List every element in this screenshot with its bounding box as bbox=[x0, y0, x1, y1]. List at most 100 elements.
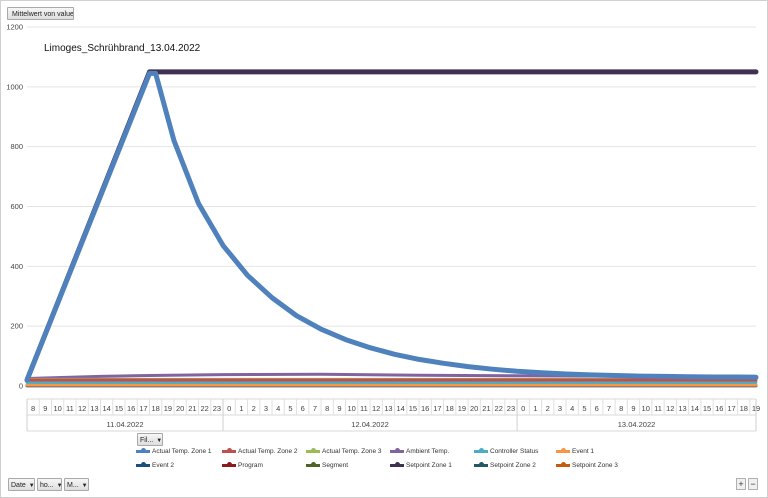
legend-swatch-icon bbox=[556, 448, 570, 454]
x-hour-label: 22 bbox=[495, 404, 503, 413]
legend-swatch-icon bbox=[222, 448, 236, 454]
x-hour-label: 20 bbox=[470, 404, 478, 413]
legend-item: Ambient Temp. bbox=[390, 448, 449, 455]
series-line-actual-temp-zone-1 bbox=[24, 70, 759, 383]
x-hour-label: 4 bbox=[570, 404, 574, 413]
series-line-setpoint-zone-1 bbox=[24, 69, 759, 383]
x-hour-label: 21 bbox=[482, 404, 490, 413]
x-hour-label: 11 bbox=[654, 404, 662, 413]
x-hour-label: 0 bbox=[227, 404, 231, 413]
filter-button[interactable]: Fil... bbox=[137, 433, 163, 446]
x-hour-label: 20 bbox=[176, 404, 184, 413]
legend-item: Controller Status bbox=[474, 448, 538, 455]
x-hour-label: 23 bbox=[507, 404, 515, 413]
y-tick-label: 1000 bbox=[6, 82, 23, 91]
zoom-in-button[interactable]: + bbox=[736, 478, 746, 490]
x-hour-label: 16 bbox=[715, 404, 723, 413]
legend-item: Segment bbox=[306, 462, 348, 469]
x-hour-label: 13 bbox=[384, 404, 392, 413]
x-hour-label: 23 bbox=[213, 404, 221, 413]
x-hour-label: 10 bbox=[53, 404, 61, 413]
legend-swatch-icon bbox=[136, 448, 150, 454]
filter-label: Fil... bbox=[140, 437, 154, 444]
date-field-button[interactable]: Date bbox=[8, 478, 35, 491]
x-hour-label: 12 bbox=[372, 404, 380, 413]
x-hour-label: 6 bbox=[595, 404, 599, 413]
legend-item: Program bbox=[222, 462, 263, 469]
y-tick-label: 800 bbox=[10, 142, 23, 151]
x-hour-label: 7 bbox=[607, 404, 611, 413]
x-hour-label: 18 bbox=[151, 404, 159, 413]
x-hour-label: 18 bbox=[740, 404, 748, 413]
series-lines bbox=[24, 69, 759, 388]
x-date-label: 13.04.2022 bbox=[618, 420, 656, 429]
legend-label: Program bbox=[238, 462, 263, 469]
hour-field-button[interactable]: ho... bbox=[37, 478, 62, 491]
x-date-label: 12.04.2022 bbox=[351, 420, 389, 429]
x-hour-label: 7 bbox=[313, 404, 317, 413]
legend-item: Event 1 bbox=[556, 448, 594, 455]
x-hour-label: 14 bbox=[691, 404, 699, 413]
x-hour-label: 15 bbox=[115, 404, 123, 413]
hour-label: ho... bbox=[40, 482, 54, 489]
legend-label: Ambient Temp. bbox=[406, 448, 450, 455]
x-hour-label: 2 bbox=[252, 404, 256, 413]
legend-item: Event 2 bbox=[136, 462, 174, 469]
legend-swatch-icon bbox=[474, 448, 488, 454]
x-hour-label: 14 bbox=[102, 404, 110, 413]
x-hour-label: 13 bbox=[678, 404, 686, 413]
x-hour-label: 8 bbox=[31, 404, 35, 413]
x-hour-label: 5 bbox=[582, 404, 586, 413]
legend-swatch-icon bbox=[390, 448, 404, 454]
legend-swatch-icon bbox=[306, 448, 320, 454]
x-hour-label: 8 bbox=[619, 404, 623, 413]
x-hour-label: 15 bbox=[409, 404, 417, 413]
y-tick-label: 600 bbox=[10, 202, 23, 211]
x-hour-label: 1 bbox=[239, 404, 243, 413]
legend-item: Setpoint Zone 3 bbox=[556, 462, 618, 469]
x-hour-label: 15 bbox=[703, 404, 711, 413]
x-hour-label: 9 bbox=[43, 404, 47, 413]
zoom-out-button[interactable]: − bbox=[748, 478, 758, 490]
legend-label: Actual Temp. Zone 3 bbox=[322, 448, 382, 455]
x-hour-label: 11 bbox=[360, 404, 368, 413]
x-hour-label: 5 bbox=[288, 404, 292, 413]
x-hour-label: 19 bbox=[164, 404, 172, 413]
legend-label: Actual Temp. Zone 1 bbox=[152, 448, 212, 455]
x-hour-label: 8 bbox=[325, 404, 329, 413]
x-hour-label: 21 bbox=[188, 404, 196, 413]
x-axis: 8 9 10 11 12 13 14 15 16 17 18 19 20 21 22 2311.04.2022… bbox=[26, 398, 760, 432]
legend-label: Setpoint Zone 2 bbox=[490, 462, 536, 469]
x-hour-label: 10 bbox=[348, 404, 356, 413]
y-tick-label: 0 bbox=[19, 382, 23, 391]
x-hour-label: 4 bbox=[276, 404, 280, 413]
x-hour-label: 3 bbox=[264, 404, 268, 413]
minute-label: M... bbox=[67, 482, 79, 489]
x-hour-label: 17 bbox=[139, 404, 147, 413]
x-hour-label: 11 bbox=[66, 404, 74, 413]
x-hour-label: 17 bbox=[433, 404, 441, 413]
y-axis-ticks: 0 200 400 600 800 1000 1200 bbox=[6, 23, 23, 391]
legend-label: Segment bbox=[322, 462, 349, 469]
legend-item: Setpoint Zone 2 bbox=[474, 462, 536, 469]
legend-item: Actual Temp. Zone 1 bbox=[136, 448, 212, 455]
y-tick-label: 400 bbox=[10, 262, 23, 271]
y-tick-label: 200 bbox=[10, 322, 23, 331]
legend-swatch-icon bbox=[306, 462, 320, 468]
x-hour-label: 16 bbox=[127, 404, 135, 413]
legend-swatch-icon bbox=[390, 462, 404, 468]
gridlines bbox=[27, 26, 756, 387]
legend-label: Actual Temp. Zone 2 bbox=[238, 448, 298, 455]
minute-field-button[interactable]: M... bbox=[64, 478, 89, 491]
x-hour-label: 0 bbox=[521, 404, 525, 413]
value-field-button[interactable]: Mittelwert von value bbox=[7, 7, 74, 20]
legend-swatch-icon bbox=[556, 462, 570, 468]
legend-label: Event 1 bbox=[572, 448, 595, 455]
legend-label: Setpoint Zone 1 bbox=[406, 462, 452, 469]
x-date-label: 11.04.2022 bbox=[107, 420, 144, 429]
x-hour-label: 17 bbox=[727, 404, 735, 413]
x-hour-label: 9 bbox=[631, 404, 635, 413]
x-hour-label: 12 bbox=[666, 404, 674, 413]
legend-swatch-icon bbox=[222, 462, 236, 468]
